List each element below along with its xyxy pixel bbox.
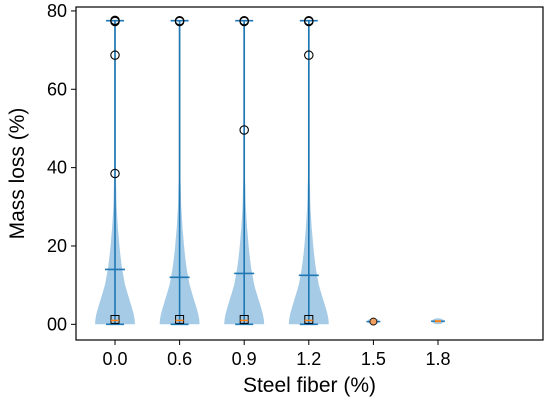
x-tick-label: 1.8: [425, 349, 450, 369]
marks-layer: [105, 15, 445, 326]
y-tick-label: 20: [47, 236, 67, 256]
outlier-point: [304, 50, 314, 60]
y-tick-label: 00: [47, 314, 67, 334]
mean-marker: [369, 317, 378, 326]
x-tick-label: 1.2: [296, 349, 321, 369]
outlier-point: [110, 168, 120, 179]
plot-frame: [75, 6, 544, 341]
outlier-point: [110, 50, 120, 60]
x-tick-label: 0.0: [102, 349, 127, 369]
box-iqr: [239, 314, 249, 324]
box-iqr: [110, 314, 120, 324]
box-iqr: [175, 314, 185, 324]
y-tick-label: 80: [47, 1, 67, 21]
y-axis-label: Mass loss (%): [6, 108, 29, 240]
y-tick-label: 40: [47, 158, 67, 178]
outlier-point: [110, 15, 120, 26]
outlier-point: [304, 15, 314, 26]
y-tick-label: 60: [47, 79, 67, 99]
outlier-point: [174, 15, 185, 26]
box-iqr: [304, 314, 314, 324]
x-tick-label: 0.9: [232, 349, 257, 369]
x-tick-label: 1.5: [361, 349, 386, 369]
x-axis-label: Steel fiber (%): [243, 374, 376, 397]
outlier-point: [239, 15, 249, 26]
y-axis: 00 20 40 60 80: [47, 1, 76, 334]
x-tick-label: 0.6: [167, 349, 192, 369]
outlier-point: [239, 125, 249, 135]
x-axis: 0.0 0.6 0.9 1.2 1.5 1.8: [102, 340, 451, 369]
